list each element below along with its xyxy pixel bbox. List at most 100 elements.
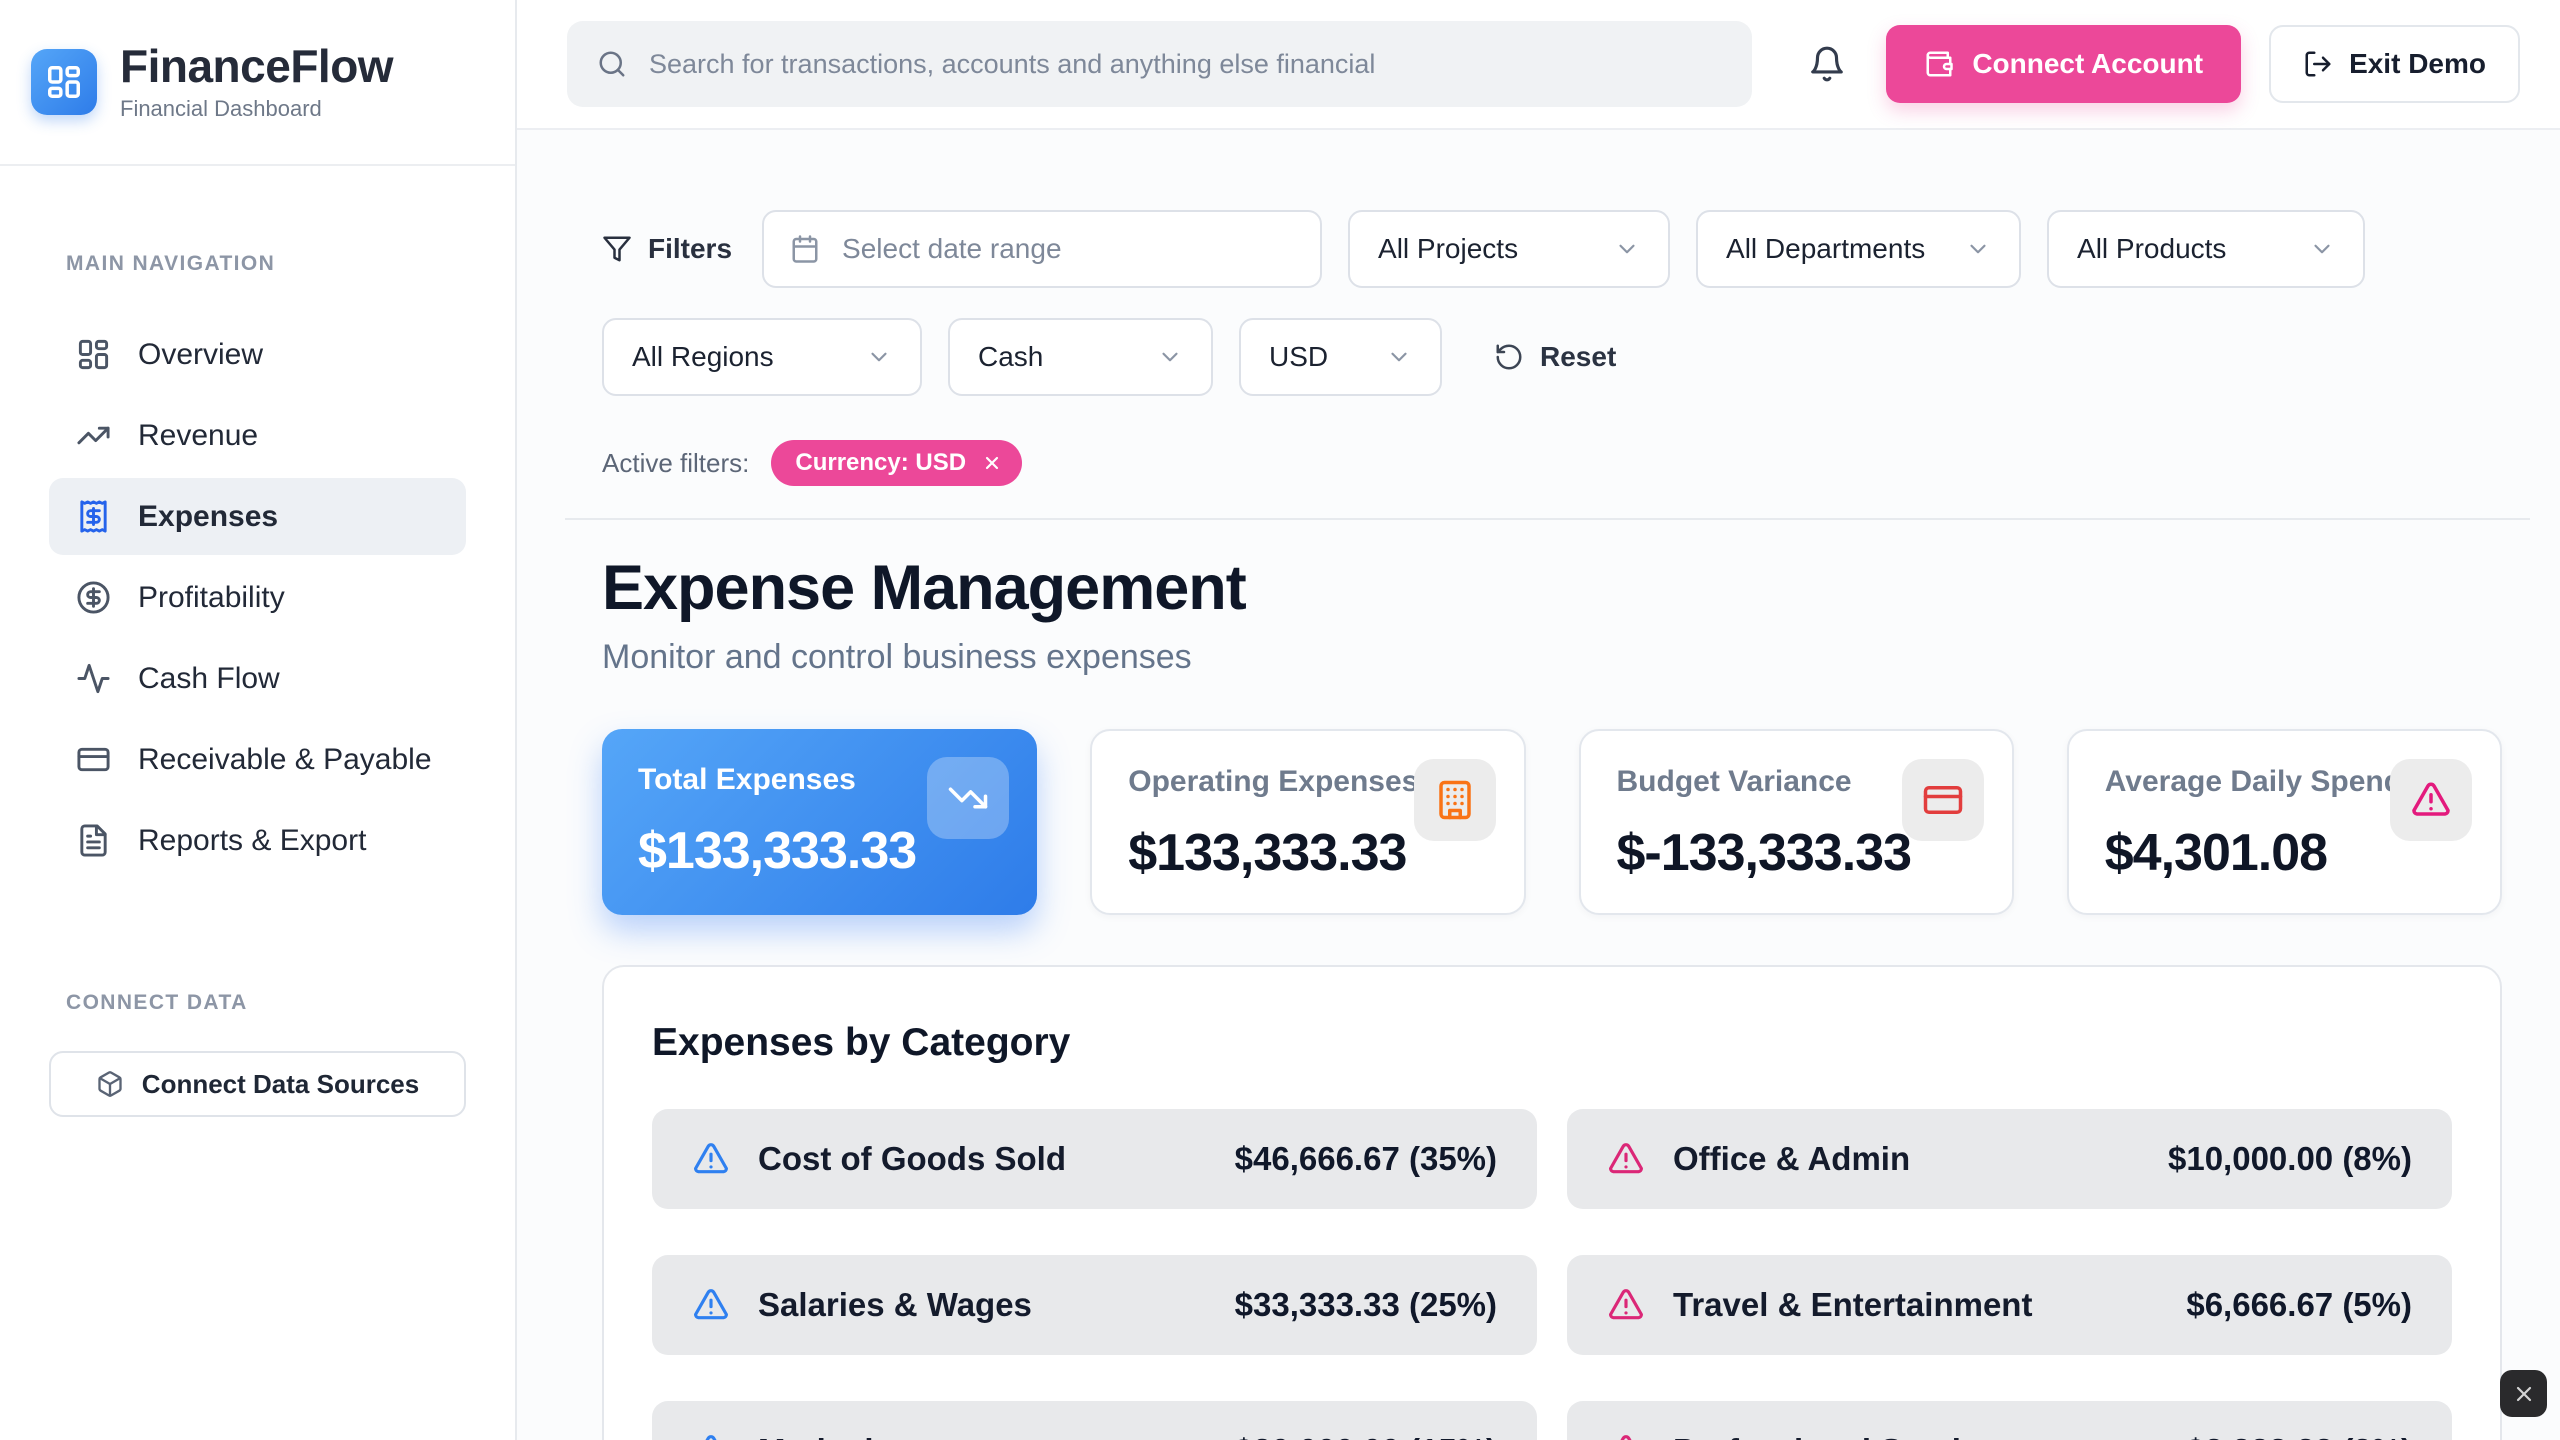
active-filters-row: Active filters: Currency: USD	[602, 440, 2530, 486]
date-range-input[interactable]	[842, 233, 1295, 265]
chevron-down-icon	[2309, 236, 2335, 262]
exit-demo-button[interactable]: Exit Demo	[2269, 25, 2520, 103]
category-value: $3,333.33 (3%)	[2186, 1432, 2412, 1440]
sidebar-item-cash-flow[interactable]: Cash Flow	[49, 640, 466, 717]
filters-head: Filters	[602, 233, 732, 265]
currency-select[interactable]: USD	[1239, 318, 1442, 396]
global-search	[567, 21, 1752, 107]
trending-up-icon	[76, 418, 111, 453]
file-text-icon	[76, 823, 111, 858]
alert-triangle-icon	[1607, 1140, 1645, 1178]
projects-select-value: All Projects	[1378, 233, 1519, 264]
sidebar-item-label: Reports & Export	[138, 823, 367, 857]
credit-card-icon	[1922, 779, 1964, 821]
card-value: $133,333.33	[1128, 824, 1407, 882]
card-label: Average Daily Spend	[2104, 765, 2403, 798]
floating-close-button[interactable]	[2500, 1370, 2547, 1417]
sidebar-item-receivable-payable[interactable]: Receivable & Payable	[49, 721, 466, 798]
expenses-by-category-panel: Expenses by Category Cost of Goods Sold …	[602, 965, 2502, 1440]
sidebar-item-expenses[interactable]: Expenses	[49, 478, 466, 555]
category-row-travel-entertainment: Travel & Entertainment $6,666.67 (5%)	[1567, 1255, 2452, 1355]
active-filters-label: Active filters:	[602, 447, 750, 478]
card-total-expenses: Total Expenses $133,333.33	[602, 729, 1038, 915]
brand-name: FinanceFlow	[120, 40, 394, 93]
section-divider	[565, 518, 2530, 520]
sidebar-item-revenue[interactable]: Revenue	[49, 397, 466, 474]
card-value: $-133,333.33	[1616, 824, 1913, 882]
sidebar: FinanceFlow Financial Dashboard MAIN NAV…	[0, 0, 517, 1440]
card-icon-badge	[927, 757, 1010, 839]
connect-account-button[interactable]: Connect Account	[1886, 25, 2242, 103]
notifications-button[interactable]	[1808, 45, 1846, 83]
category-value: $6,666.67 (5%)	[2186, 1286, 2412, 1323]
brand-logo-icon	[31, 49, 97, 115]
filters-row-1: Filters All Projects All Departments All…	[602, 210, 2530, 288]
activity-icon	[76, 661, 111, 696]
category-label: Travel & Entertainment	[1673, 1286, 2033, 1323]
date-range-picker	[762, 210, 1323, 288]
receipt-icon	[76, 499, 111, 534]
sidebar-item-label: Cash Flow	[138, 661, 280, 695]
active-filter-chip-currency[interactable]: Currency: USD	[771, 440, 1023, 486]
box-icon	[96, 1070, 124, 1098]
reset-filters-button[interactable]: Reset	[1494, 341, 1616, 373]
main-content: Filters All Projects All Departments All…	[517, 130, 2560, 1440]
sidebar-item-label: Overview	[138, 337, 264, 371]
projects-select[interactable]: All Projects	[1348, 210, 1671, 288]
category-label: Office & Admin	[1673, 1140, 1911, 1177]
alert-triangle-icon	[692, 1432, 730, 1440]
sidebar-item-overview[interactable]: Overview	[49, 316, 466, 393]
card-icon-badge	[1901, 759, 1984, 841]
card-label: Operating Expenses	[1128, 765, 1419, 798]
card-icon-badge	[2390, 759, 2472, 841]
category-row-cost-of-goods-sold: Cost of Goods Sold $46,666.67 (35%)	[652, 1109, 1537, 1209]
products-select[interactable]: All Products	[2047, 210, 2366, 288]
active-filter-chip-label: Currency: USD	[795, 449, 967, 476]
sidebar-item-reports-export[interactable]: Reports & Export	[49, 802, 466, 879]
dollar-circle-icon	[76, 580, 111, 615]
currency-select-value: USD	[1269, 341, 1329, 372]
categories-grid: Cost of Goods Sold $46,666.67 (35%) Offi…	[652, 1109, 2452, 1440]
sidebar-item-profitability[interactable]: Profitability	[49, 559, 466, 636]
category-row-office-admin: Office & Admin $10,000.00 (8%)	[1567, 1109, 2452, 1209]
nav-section-label: MAIN NAVIGATION	[66, 252, 276, 275]
card-value: $133,333.33	[638, 822, 917, 880]
filter-funnel-icon	[602, 234, 632, 264]
rotate-ccw-icon	[1494, 342, 1524, 372]
departments-select[interactable]: All Departments	[1696, 210, 2022, 288]
dashboard-grid-icon	[76, 337, 111, 372]
credit-card-icon	[76, 742, 111, 777]
category-label: Cost of Goods Sold	[758, 1140, 1066, 1177]
payment-method-select[interactable]: Cash	[948, 318, 1213, 396]
card-operating-expenses: Operating Expenses $133,333.33	[1090, 729, 1526, 915]
chevron-down-icon	[1614, 236, 1640, 262]
page-subtitle: Monitor and control business expenses	[602, 638, 1192, 676]
x-icon	[2512, 1382, 2536, 1406]
category-row-salaries-wages: Salaries & Wages $33,333.33 (25%)	[652, 1255, 1537, 1355]
sidebar-item-label: Expenses	[138, 499, 279, 533]
building-icon	[1434, 779, 1476, 821]
brand-header: FinanceFlow Financial Dashboard	[0, 0, 515, 166]
trending-down-icon	[947, 777, 989, 819]
chevron-down-icon	[866, 344, 892, 370]
summary-cards: Total Expenses $133,333.33 Operating Exp…	[602, 729, 2502, 915]
alert-triangle-icon	[2410, 779, 2452, 821]
regions-select-value: All Regions	[632, 341, 774, 372]
exit-demo-label: Exit Demo	[2349, 48, 2486, 79]
search-input[interactable]	[649, 48, 1722, 80]
alert-triangle-icon	[692, 1286, 730, 1324]
card-icon-badge	[1413, 759, 1496, 841]
reset-label: Reset	[1540, 341, 1617, 372]
category-label: Marketing	[758, 1432, 1207, 1440]
category-row-marketing: Marketing $20,000.00 (15%)	[652, 1401, 1537, 1440]
regions-select[interactable]: All Regions	[602, 318, 922, 396]
category-value: $33,333.33 (25%)	[1234, 1286, 1497, 1323]
brand-tagline: Financial Dashboard	[120, 95, 322, 121]
connect-data-section-label: CONNECT DATA	[66, 991, 248, 1014]
calendar-icon	[790, 234, 820, 264]
remove-filter-x-icon[interactable]	[982, 453, 1002, 473]
products-select-value: All Products	[2077, 233, 2227, 264]
category-row-professional-services: Professional Services $3,333.33 (3%)	[1567, 1401, 2452, 1440]
connect-data-sources-button[interactable]: Connect Data Sources	[49, 1051, 466, 1117]
chevron-down-icon	[1965, 236, 1991, 262]
